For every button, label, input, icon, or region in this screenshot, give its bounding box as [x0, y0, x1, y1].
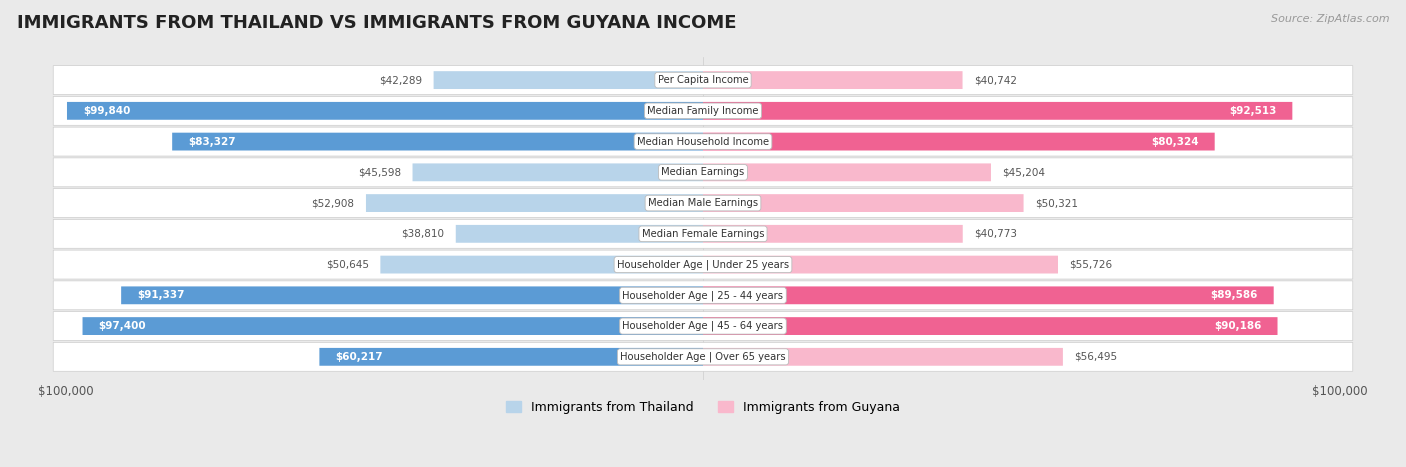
- Text: $91,337: $91,337: [136, 290, 184, 300]
- Text: Median Male Earnings: Median Male Earnings: [648, 198, 758, 208]
- Text: Source: ZipAtlas.com: Source: ZipAtlas.com: [1271, 14, 1389, 24]
- Text: $90,186: $90,186: [1215, 321, 1261, 331]
- FancyBboxPatch shape: [319, 348, 703, 366]
- Text: $42,289: $42,289: [380, 75, 422, 85]
- Text: Householder Age | Under 25 years: Householder Age | Under 25 years: [617, 259, 789, 270]
- FancyBboxPatch shape: [53, 158, 1353, 187]
- FancyBboxPatch shape: [703, 133, 1215, 150]
- FancyBboxPatch shape: [53, 189, 1353, 218]
- FancyBboxPatch shape: [67, 102, 703, 120]
- FancyBboxPatch shape: [703, 194, 1024, 212]
- Text: $89,586: $89,586: [1211, 290, 1258, 300]
- FancyBboxPatch shape: [703, 348, 1063, 366]
- FancyBboxPatch shape: [83, 317, 703, 335]
- Text: $40,742: $40,742: [974, 75, 1017, 85]
- Text: $45,598: $45,598: [359, 167, 401, 177]
- Text: Per Capita Income: Per Capita Income: [658, 75, 748, 85]
- FancyBboxPatch shape: [703, 225, 963, 243]
- Text: Median Female Earnings: Median Female Earnings: [641, 229, 765, 239]
- Text: $99,840: $99,840: [83, 106, 131, 116]
- Text: $52,908: $52,908: [312, 198, 354, 208]
- FancyBboxPatch shape: [456, 225, 703, 243]
- Text: $45,204: $45,204: [1002, 167, 1046, 177]
- FancyBboxPatch shape: [433, 71, 703, 89]
- FancyBboxPatch shape: [703, 102, 1292, 120]
- FancyBboxPatch shape: [53, 311, 1353, 340]
- FancyBboxPatch shape: [53, 250, 1353, 279]
- Text: $60,217: $60,217: [335, 352, 382, 362]
- FancyBboxPatch shape: [53, 342, 1353, 371]
- Text: $92,513: $92,513: [1229, 106, 1277, 116]
- Text: $50,321: $50,321: [1035, 198, 1078, 208]
- FancyBboxPatch shape: [172, 133, 703, 150]
- FancyBboxPatch shape: [53, 96, 1353, 125]
- Legend: Immigrants from Thailand, Immigrants from Guyana: Immigrants from Thailand, Immigrants fro…: [501, 396, 905, 419]
- FancyBboxPatch shape: [366, 194, 703, 212]
- FancyBboxPatch shape: [703, 317, 1278, 335]
- FancyBboxPatch shape: [703, 286, 1274, 304]
- Text: $40,773: $40,773: [974, 229, 1017, 239]
- Text: Householder Age | Over 65 years: Householder Age | Over 65 years: [620, 352, 786, 362]
- Text: $55,726: $55,726: [1070, 260, 1112, 269]
- Text: $80,324: $80,324: [1152, 136, 1199, 147]
- FancyBboxPatch shape: [703, 255, 1057, 274]
- Text: Median Family Income: Median Family Income: [647, 106, 759, 116]
- FancyBboxPatch shape: [412, 163, 703, 181]
- Text: Householder Age | 25 - 44 years: Householder Age | 25 - 44 years: [623, 290, 783, 301]
- Text: $97,400: $97,400: [98, 321, 146, 331]
- Text: Median Household Income: Median Household Income: [637, 136, 769, 147]
- FancyBboxPatch shape: [381, 255, 703, 274]
- FancyBboxPatch shape: [53, 66, 1353, 94]
- Text: $38,810: $38,810: [401, 229, 444, 239]
- FancyBboxPatch shape: [703, 163, 991, 181]
- FancyBboxPatch shape: [53, 219, 1353, 248]
- FancyBboxPatch shape: [121, 286, 703, 304]
- Text: $83,327: $83,327: [188, 136, 236, 147]
- Text: IMMIGRANTS FROM THAILAND VS IMMIGRANTS FROM GUYANA INCOME: IMMIGRANTS FROM THAILAND VS IMMIGRANTS F…: [17, 14, 737, 32]
- FancyBboxPatch shape: [53, 281, 1353, 310]
- Text: $56,495: $56,495: [1074, 352, 1118, 362]
- FancyBboxPatch shape: [53, 127, 1353, 156]
- Text: Householder Age | 45 - 64 years: Householder Age | 45 - 64 years: [623, 321, 783, 331]
- FancyBboxPatch shape: [703, 71, 963, 89]
- Text: Median Earnings: Median Earnings: [661, 167, 745, 177]
- Text: $50,645: $50,645: [326, 260, 368, 269]
